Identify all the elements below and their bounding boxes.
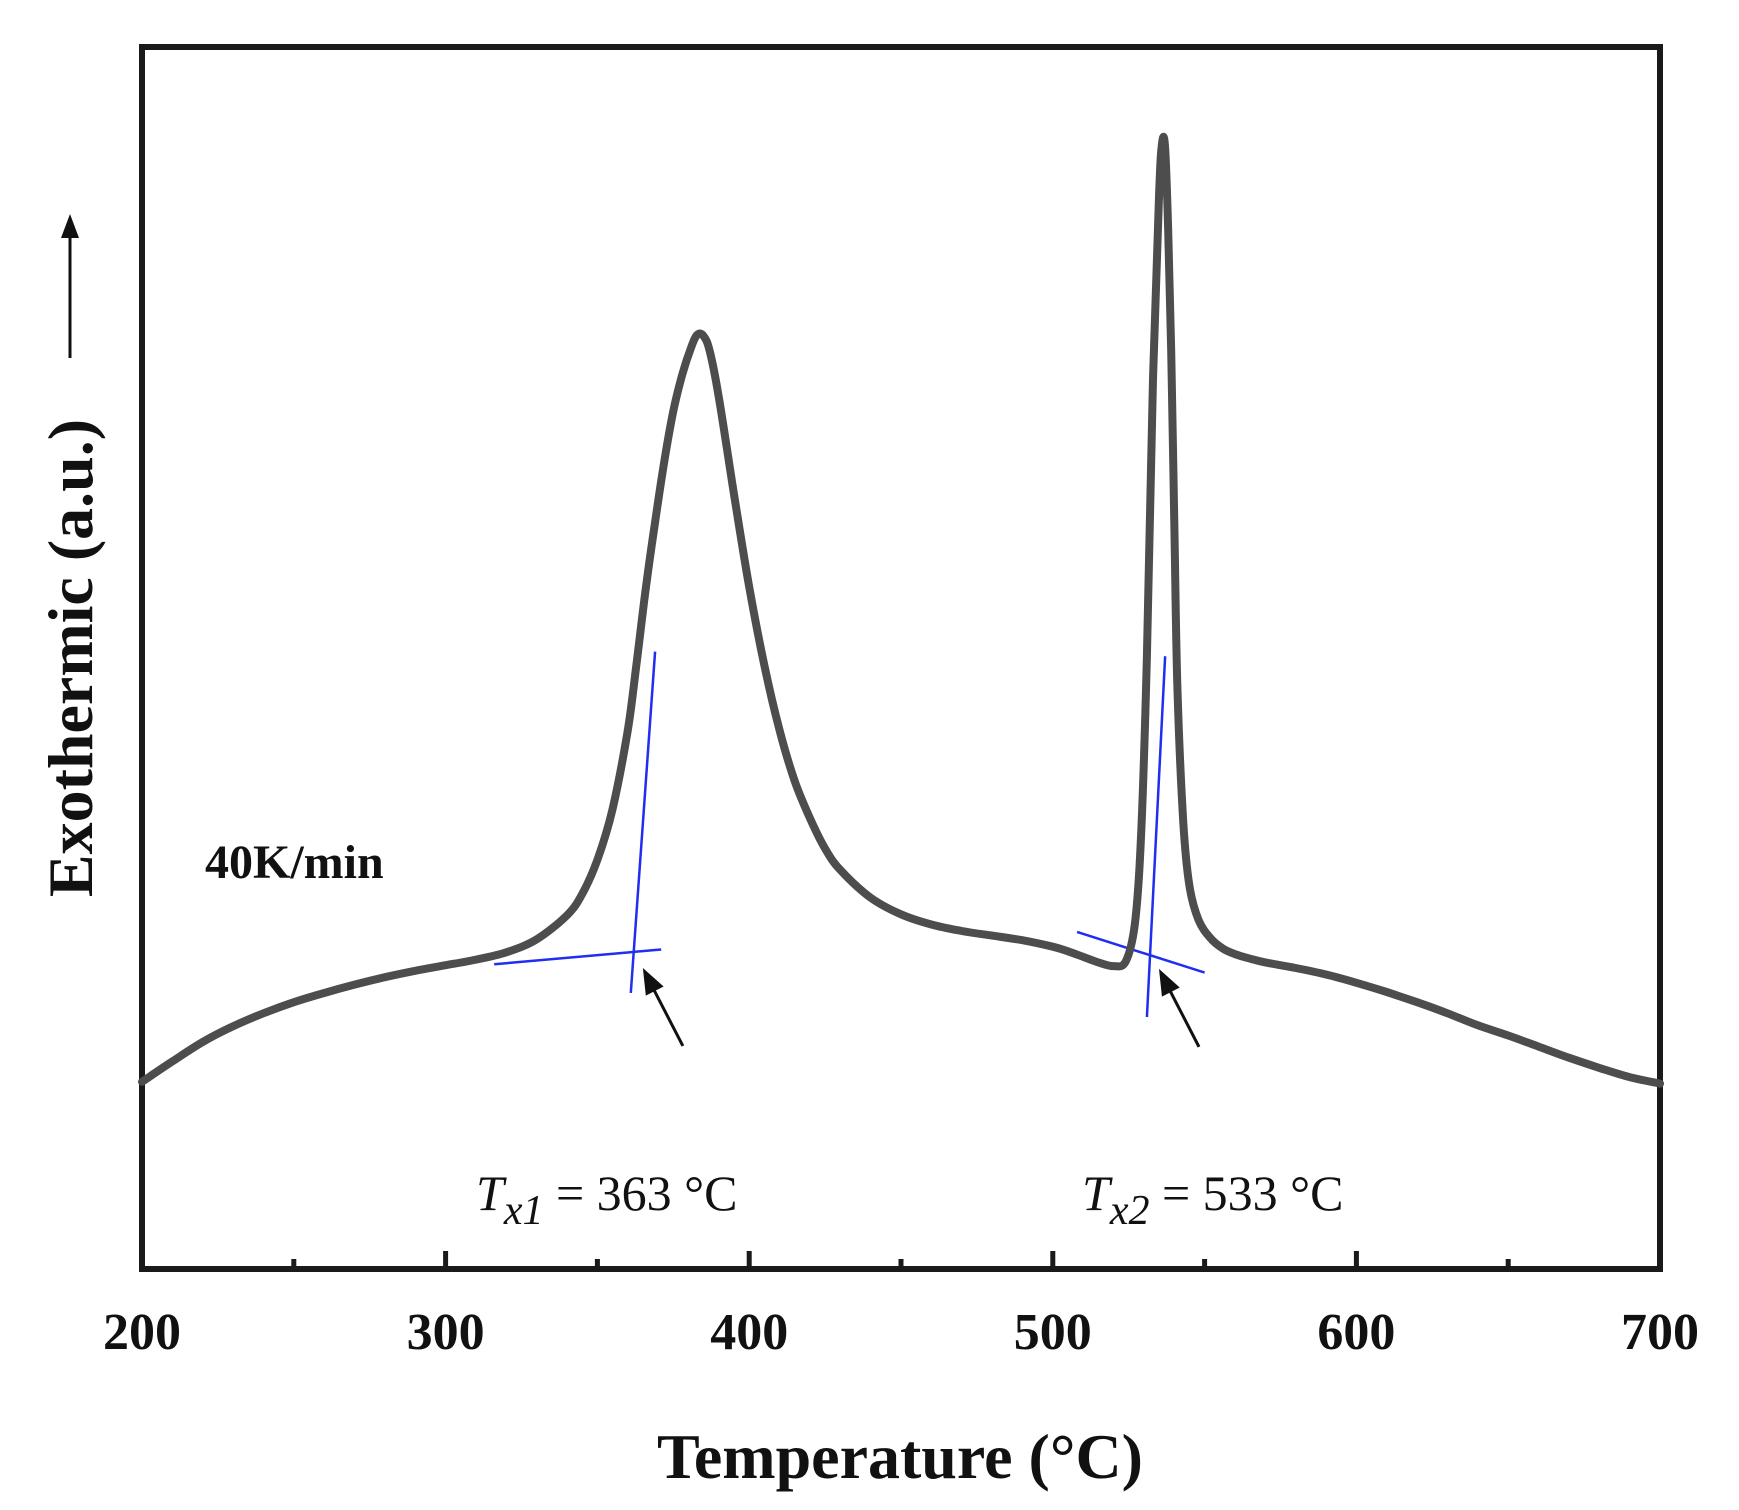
x-tick-label: 400 <box>710 1304 788 1361</box>
plot-frame <box>139 44 1663 1272</box>
dsc-curve <box>138 132 1664 1088</box>
baseline-tangent-2 <box>1076 930 1205 974</box>
onset-arrow-1 <box>649 983 685 1047</box>
onset-label-tx2-value: = 533 °C <box>1149 1165 1343 1221</box>
y-axis-title: Exothermic (a.u.) <box>35 419 106 897</box>
x-tick-label: 500 <box>1014 1304 1092 1361</box>
onset-tangent-lines <box>494 651 1205 1018</box>
heating-rate-label: 40K/min <box>205 836 384 889</box>
onset-arrow-2 <box>1165 984 1201 1048</box>
x-axis-ticks: 200 300 400 500 600 700 <box>103 1251 1699 1361</box>
onset-arrows <box>642 967 1201 1048</box>
slope-tangent-2 <box>1145 656 1167 1018</box>
y-axis-arrowhead-icon <box>61 214 79 238</box>
onset-arrowhead-icon <box>1158 968 1180 997</box>
onset-label-tx2: Tx2 = 533 °C <box>1082 1165 1344 1234</box>
x-tick-label: 300 <box>407 1304 485 1361</box>
onset-label-tx2-symbol: T <box>1082 1165 1113 1221</box>
onset-label-tx2-subscript: x2 <box>1109 1188 1150 1234</box>
onset-label-tx1-symbol: T <box>476 1165 507 1221</box>
onset-label-tx1: Tx1 = 363 °C <box>476 1165 738 1234</box>
y-axis-title-group: Exothermic (a.u.) <box>35 419 106 897</box>
slope-tangent-1 <box>629 651 657 994</box>
x-tick-label: 600 <box>1317 1304 1395 1361</box>
x-tick-label: 700 <box>1621 1304 1699 1361</box>
onset-label-tx1-value: = 363 °C <box>543 1165 737 1221</box>
onset-arrowhead-icon <box>642 967 664 996</box>
x-tick-label: 200 <box>103 1304 181 1361</box>
onset-label-tx1-subscript: x1 <box>503 1188 544 1234</box>
x-axis-title: Temperature (°C) <box>657 1421 1143 1492</box>
